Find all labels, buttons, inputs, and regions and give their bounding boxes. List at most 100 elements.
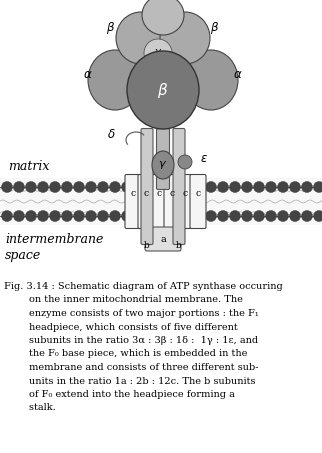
Circle shape	[194, 182, 204, 193]
Text: the F₀ base piece, which is embedded in the: the F₀ base piece, which is embedded in …	[4, 350, 247, 358]
Circle shape	[50, 182, 61, 193]
Circle shape	[2, 211, 13, 222]
Circle shape	[217, 182, 229, 193]
FancyBboxPatch shape	[177, 174, 193, 228]
FancyBboxPatch shape	[190, 174, 206, 228]
Text: c: c	[143, 189, 148, 198]
Text: a: a	[160, 235, 166, 244]
FancyBboxPatch shape	[164, 174, 180, 228]
Circle shape	[14, 211, 24, 222]
Circle shape	[205, 182, 216, 193]
Text: $\varepsilon$: $\varepsilon$	[200, 151, 208, 164]
Circle shape	[314, 211, 322, 222]
Text: $\alpha$: $\alpha$	[158, 0, 168, 2]
Circle shape	[73, 182, 84, 193]
FancyBboxPatch shape	[156, 129, 169, 189]
Text: c: c	[156, 189, 162, 198]
Text: $\beta$: $\beta$	[210, 20, 220, 36]
Circle shape	[109, 211, 120, 222]
Circle shape	[134, 182, 145, 193]
Text: $\alpha$: $\alpha$	[233, 68, 243, 82]
Circle shape	[157, 182, 168, 193]
Text: c: c	[195, 189, 201, 198]
Circle shape	[289, 211, 300, 222]
Ellipse shape	[142, 0, 184, 35]
Text: $\beta$: $\beta$	[157, 81, 169, 100]
Circle shape	[2, 182, 13, 193]
Circle shape	[25, 182, 36, 193]
Circle shape	[253, 211, 264, 222]
Circle shape	[182, 211, 193, 222]
Circle shape	[157, 211, 168, 222]
Text: subunits in the ratio 3α : 3β : 1δ :  1γ : 1ε, and: subunits in the ratio 3α : 3β : 1δ : 1γ …	[4, 336, 258, 345]
Circle shape	[205, 211, 216, 222]
Circle shape	[14, 182, 24, 193]
Text: enzyme consists of two major portions : the F₁: enzyme consists of two major portions : …	[4, 309, 259, 318]
Circle shape	[314, 182, 322, 193]
Circle shape	[230, 182, 241, 193]
Bar	[0, 178, 322, 225]
FancyBboxPatch shape	[138, 174, 154, 228]
Text: b: b	[176, 241, 182, 251]
Circle shape	[50, 211, 61, 222]
Text: c: c	[130, 189, 136, 198]
Ellipse shape	[127, 51, 199, 129]
Text: stalk.: stalk.	[4, 404, 56, 413]
Circle shape	[266, 182, 277, 193]
Text: $\gamma$: $\gamma$	[154, 47, 162, 59]
Ellipse shape	[184, 50, 238, 110]
Circle shape	[289, 182, 300, 193]
Text: intermembrane
space: intermembrane space	[5, 233, 103, 262]
Circle shape	[25, 211, 36, 222]
Text: $\delta$: $\delta$	[107, 127, 115, 140]
Circle shape	[182, 182, 193, 193]
FancyBboxPatch shape	[145, 227, 181, 251]
Circle shape	[178, 155, 192, 169]
Circle shape	[62, 211, 72, 222]
Text: on the inner mitochondrial membrane. The: on the inner mitochondrial membrane. The	[4, 295, 243, 304]
Circle shape	[230, 211, 241, 222]
Circle shape	[62, 182, 72, 193]
Text: membrane and consists of three different sub-: membrane and consists of three different…	[4, 363, 259, 372]
Text: of F₀ extend into the headpiece forming a: of F₀ extend into the headpiece forming …	[4, 390, 235, 399]
Circle shape	[266, 211, 277, 222]
Circle shape	[86, 211, 97, 222]
Circle shape	[301, 211, 312, 222]
FancyBboxPatch shape	[141, 129, 153, 245]
Circle shape	[278, 211, 289, 222]
Ellipse shape	[116, 12, 166, 64]
Circle shape	[253, 182, 264, 193]
Circle shape	[134, 211, 145, 222]
Text: units in the ratio 1a : 2b : 12c. The b subunits: units in the ratio 1a : 2b : 12c. The b …	[4, 376, 255, 386]
FancyBboxPatch shape	[125, 174, 141, 228]
Text: $\gamma$: $\gamma$	[158, 159, 167, 171]
FancyBboxPatch shape	[173, 129, 185, 245]
Circle shape	[121, 182, 132, 193]
Circle shape	[86, 182, 97, 193]
Circle shape	[98, 211, 109, 222]
Circle shape	[217, 211, 229, 222]
Text: matrix: matrix	[8, 160, 49, 173]
Ellipse shape	[160, 12, 210, 64]
Circle shape	[194, 211, 204, 222]
FancyBboxPatch shape	[151, 174, 167, 228]
Text: b: b	[144, 241, 150, 251]
Text: headpiece, which consists of five different: headpiece, which consists of five differ…	[4, 323, 238, 332]
Circle shape	[37, 182, 49, 193]
Circle shape	[73, 211, 84, 222]
Text: c: c	[183, 189, 187, 198]
Circle shape	[121, 211, 132, 222]
Circle shape	[109, 182, 120, 193]
Text: $\beta$: $\beta$	[107, 20, 116, 36]
Circle shape	[242, 182, 252, 193]
Ellipse shape	[152, 151, 174, 179]
Circle shape	[144, 39, 172, 67]
Circle shape	[146, 211, 156, 222]
Circle shape	[169, 211, 181, 222]
Text: $\alpha$: $\alpha$	[83, 68, 93, 82]
Circle shape	[242, 211, 252, 222]
Text: Fig. 3.14 : Schematic diagram of ATP synthase occuring: Fig. 3.14 : Schematic diagram of ATP syn…	[4, 282, 283, 291]
Circle shape	[146, 182, 156, 193]
Circle shape	[169, 182, 181, 193]
Ellipse shape	[88, 50, 142, 110]
